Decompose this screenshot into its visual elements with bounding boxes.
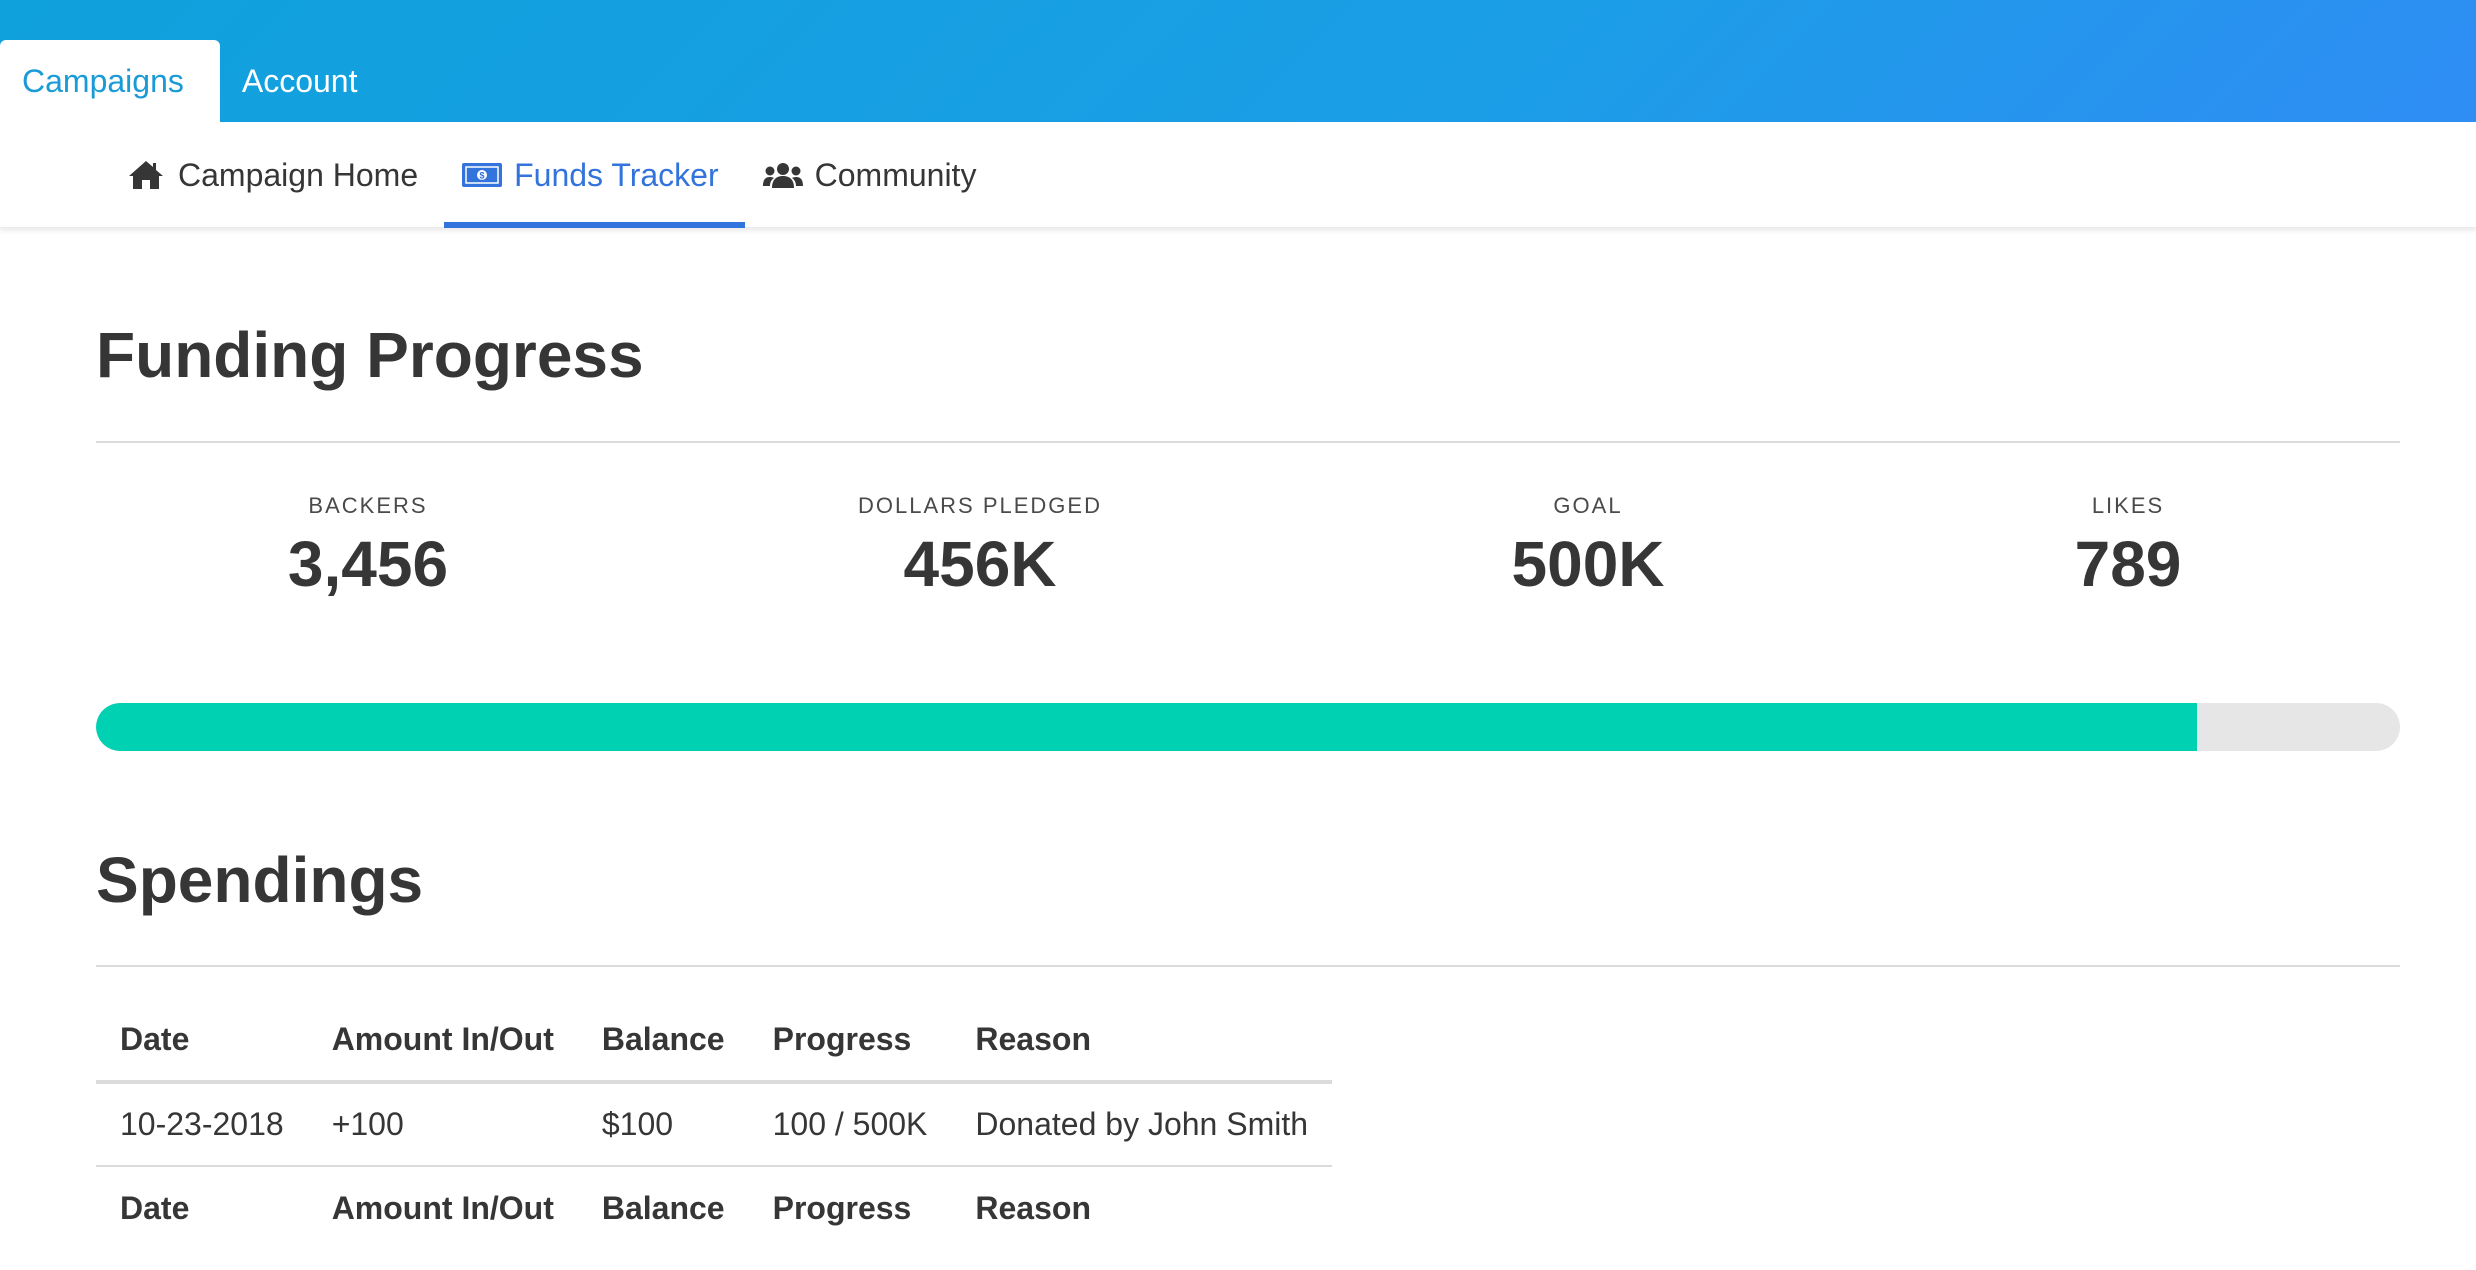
tab-account-label: Account bbox=[241, 62, 358, 99]
stat-dollars-pledged-value: 456K bbox=[903, 528, 1057, 600]
table-cell-reason: Donated by John Smith bbox=[951, 1082, 1333, 1167]
table-row: 10-23-2018 +100 $100 100 / 500K Donated … bbox=[96, 1082, 1333, 1167]
table-cell-amount: +100 bbox=[307, 1082, 578, 1167]
spendings-title: Spendings bbox=[96, 844, 424, 916]
stat-likes: Likes 789 bbox=[2075, 493, 2182, 601]
funding-progress-fill bbox=[96, 703, 2198, 751]
tab-account[interactable]: Account bbox=[220, 40, 393, 122]
column-header: Progress bbox=[748, 998, 952, 1084]
tab-campaigns-label: Campaigns bbox=[22, 62, 184, 99]
table-cell-progress: 100 / 500K bbox=[748, 1082, 952, 1167]
stat-backers-label: Backers bbox=[308, 493, 428, 518]
money-bill-icon: $ bbox=[462, 159, 503, 191]
column-footer: Date bbox=[120, 1190, 190, 1226]
stats-row: Backers 3,456 Dollars Pledged 456K Goal … bbox=[96, 493, 2400, 603]
tab-funds-tracker-label: Funds Tracker bbox=[514, 156, 719, 193]
tab-community[interactable]: Community bbox=[745, 122, 1003, 228]
table-cell-balance: $100 bbox=[577, 1082, 749, 1167]
stat-goal: Goal 500K bbox=[1512, 493, 1665, 601]
stat-likes-value: 789 bbox=[2074, 528, 2182, 600]
tab-community-label: Community bbox=[814, 156, 977, 193]
top-tabs: Campaigns Account bbox=[0, 40, 392, 122]
stat-dollars-pledged-label: Dollars Pledged bbox=[858, 493, 1102, 518]
funding-progress-bar bbox=[96, 703, 2400, 751]
divider bbox=[96, 965, 2400, 967]
divider bbox=[96, 441, 2400, 443]
column-footer: Progress bbox=[772, 1190, 912, 1226]
stat-goal-value: 500K bbox=[1511, 528, 1665, 600]
column-header: Amount In/Out bbox=[307, 998, 578, 1084]
column-header: Reason bbox=[951, 998, 1333, 1084]
tab-funds-tracker[interactable]: $ Funds Tracker bbox=[444, 122, 745, 228]
stat-likes-label: Likes bbox=[2091, 493, 2165, 518]
stat-dollars-pledged: Dollars Pledged 456K bbox=[858, 493, 1102, 601]
spendings-table: Date Amount In/Out Balance Progress Reas… bbox=[96, 998, 1333, 1250]
table-cell-date: 10-23-2018 bbox=[96, 1082, 308, 1167]
home-icon bbox=[126, 159, 166, 191]
table-footer-row: Date Amount In/Out Balance Progress Reas… bbox=[96, 1166, 1332, 1250]
column-header: Balance bbox=[577, 998, 749, 1084]
tab-campaign-home[interactable]: Campaign Home bbox=[108, 122, 444, 228]
svg-text:$: $ bbox=[480, 171, 485, 181]
column-footer: Balance bbox=[601, 1190, 725, 1226]
tab-campaigns[interactable]: Campaigns bbox=[0, 40, 220, 122]
stat-goal-label: Goal bbox=[1553, 493, 1623, 518]
top-bar: Campaigns Account bbox=[0, 0, 2476, 122]
table-header-row: Date Amount In/Out Balance Progress Reas… bbox=[96, 998, 1333, 1084]
column-header: Date bbox=[96, 998, 308, 1084]
column-footer: Reason bbox=[975, 1190, 1091, 1226]
column-footer: Amount In/Out bbox=[331, 1190, 554, 1226]
tab-campaign-home-label: Campaign Home bbox=[178, 156, 419, 193]
stat-backers-value: 3,456 bbox=[287, 528, 449, 600]
secondary-nav: Campaign Home $ Funds Tracker Community bbox=[0, 122, 2476, 228]
stat-backers: Backers 3,456 bbox=[288, 493, 448, 601]
funding-progress-title: Funding Progress bbox=[96, 319, 644, 391]
users-icon bbox=[762, 159, 803, 191]
